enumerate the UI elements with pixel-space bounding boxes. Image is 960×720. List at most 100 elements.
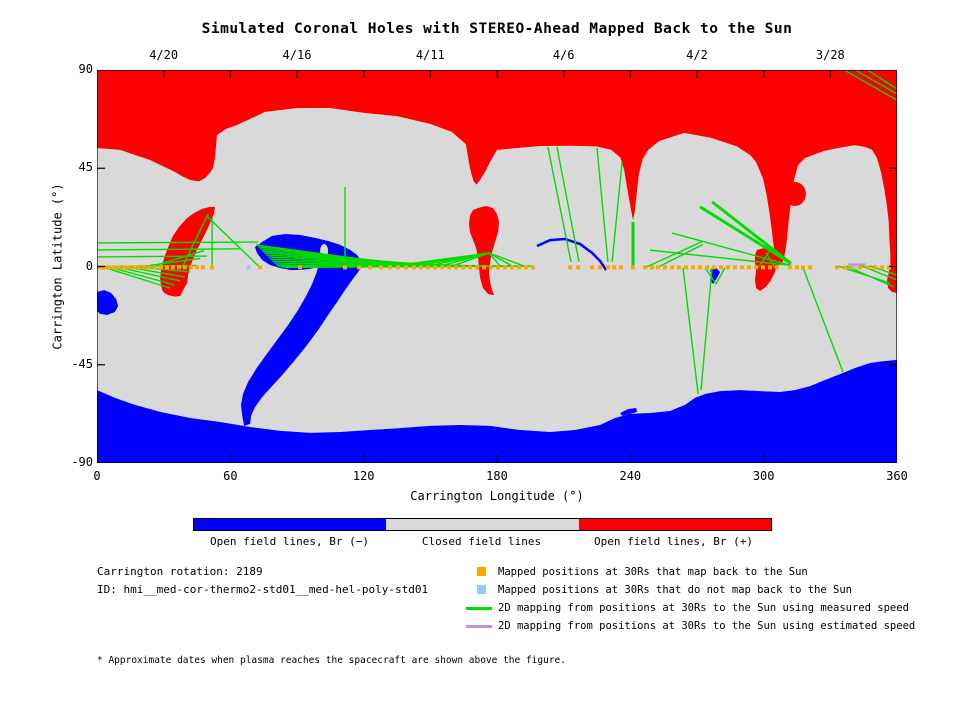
mapping-line-measured [657,244,703,267]
y-tick-label: 90 [78,62,93,76]
y-tick-label: 45 [78,160,93,175]
mapped-position-dot [754,265,759,270]
mapped-position-dot [112,265,117,270]
not-mapped-dot-swatch [477,585,486,594]
mapping-line-measured-thick [712,202,791,264]
open-field-positive-north [97,70,897,293]
mapped-position-dot [670,265,675,270]
mapped-position-dot [122,265,127,270]
mapped-position-dot [177,265,181,270]
mapping-line-measured [612,162,622,262]
carrington-rotation-text: Carrington rotation: 2189 [97,565,263,578]
top-date-label: 4/20 [149,48,179,62]
mapped-position-dot [165,265,169,270]
mapping-line-measured [121,266,185,277]
colorbar-label-closed: Closed field lines [421,535,542,548]
mapping-line-measured [758,251,770,268]
mapped-position-dot [210,265,215,270]
legend-label-mapped: Mapped positions at 30Rs that map back t… [498,566,808,578]
mapping-line-measured [683,268,698,394]
mapped-position-dot [740,265,745,270]
x-tick-label: 240 [619,469,642,483]
mapping-line-measured [153,251,204,267]
legend-row-measured: 2D mapping from positions at 30Rs to the… [0,602,960,616]
mapped-position-dot [873,265,877,270]
mapped-position-dot [137,265,141,270]
mapped-position-dot [396,265,401,270]
top-date-label: 4/6 [552,48,575,62]
mapped-position-dot [524,265,529,270]
mapped-position-dot [433,265,437,270]
mapping-line-measured [650,250,791,265]
mapped-position-dot [461,265,465,270]
mapping-line-measured [182,214,208,268]
y-tick-label: -90 [71,455,93,469]
open-field-positive-blob-300 [755,247,777,291]
mapped-position-dot [412,265,417,270]
mapped-position-dot [663,265,667,270]
x-tick-label: 120 [352,469,375,483]
model-id-text: ID: hmi__med-cor-thermo2-std01__med-hel-… [97,583,429,596]
mapped-position-dot [447,265,451,270]
mapped-position-dot [733,265,737,270]
open-field-positive-hook-bulge [784,182,806,207]
mapped-dot-swatch [477,567,486,576]
field-line-colorbar [193,518,772,531]
open-field-negative-channel [241,233,363,426]
mapped-position-dot [147,265,151,270]
mapped-position-dot [98,265,103,270]
mapped-position-dot [887,265,891,270]
mapped-position-dot [258,265,263,270]
mapping-line-measured [489,253,524,266]
measured-speed-line-swatch [466,607,492,610]
mapped-position-dot [590,265,595,270]
mapped-position-dot [343,265,347,270]
mapping-line-measured [392,253,489,266]
mapped-position-dot [102,265,107,270]
mapped-position-dot [808,265,813,270]
legend-label-not-mapped: Mapped positions at 30Rs that do not map… [498,584,853,596]
mapped-position-dot [850,265,855,270]
open-field-negative-sliver [620,407,637,416]
top-date-label: 3/28 [815,48,845,62]
mapped-position-dot [612,265,617,270]
mapped-position-dot [368,265,373,270]
chart-title: Simulated Coronal Holes with STEREO-Ahea… [201,21,793,37]
mapped-position-dot [795,265,799,270]
mapped-position-dot [598,265,603,270]
mapped-position-dot [726,265,731,270]
mapped-position-dot [643,265,647,270]
x-tick-label: 60 [223,469,238,483]
mapping-line-measured [597,148,608,262]
mapped-position-dot [496,265,501,270]
x-tick-label: 360 [886,469,908,483]
top-date-label: 4/11 [415,48,445,62]
mapped-position-dot [195,265,199,270]
mapped-position-dot [684,265,689,270]
mapped-position-dot [747,265,751,270]
mapped-position-dot [475,265,480,270]
mapped-position-dot [298,265,303,270]
mapped-position-dot [357,265,361,270]
mapped-position-dot [419,265,423,270]
mapped-position-dot [132,265,137,270]
mapped-position-dot [183,265,187,270]
mapped-position-dot [576,265,581,270]
mapping-line-measured [145,258,200,266]
mapped-position-dot [801,265,805,270]
mapped-position-dot [404,265,409,270]
open-field-negative-left-patch [97,290,119,315]
mapped-position-dot [712,265,717,270]
mapped-position-dot [107,265,111,270]
mapping-line-measured [705,268,716,284]
legend-row-not-mapped: Mapped positions at 30Rs that do not map… [0,584,960,598]
colorbar-open-positive-segment [578,519,771,530]
y-tick-label: -45 [71,356,93,371]
mapping-line-measured [489,253,500,266]
mapped-position-dot [510,265,515,270]
mapping-line-measured [701,268,712,390]
y-axis-title: Carrington Latitude (°) [50,183,65,350]
mapped-position-dot [631,265,635,270]
mapping-line-measured-thick [700,207,791,264]
mapped-position-dot [454,265,459,270]
